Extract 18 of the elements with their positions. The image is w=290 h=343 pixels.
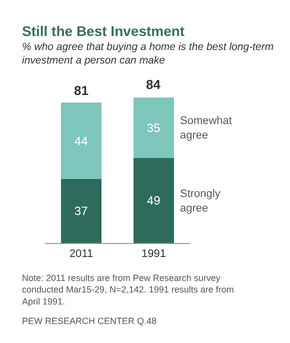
text: Note: 2011 results are from Pew Research survey conducted Mar15-29, N=2,142. 1991 results are from April 1991. bbox=[22, 273, 234, 306]
chart-title: Still the Best Investment bbox=[22, 23, 185, 39]
bar bbox=[60, 102, 102, 179]
data-label: 35 bbox=[146, 120, 161, 135]
series-label: Strongly agree bbox=[180, 188, 221, 214]
bar bbox=[133, 97, 174, 158]
data-label: 37 bbox=[74, 204, 88, 218]
chart-subtitle: % who agree that buying a home is the best long-term investment a person can make bbox=[22, 41, 274, 67]
x-tick-label: 2011 bbox=[69, 248, 94, 260]
data-label: 44 bbox=[74, 134, 88, 148]
data-label: 49 bbox=[146, 194, 161, 208]
bar bbox=[133, 158, 174, 243]
x-tick-label: 1991 bbox=[142, 248, 166, 260]
total-label: 84 bbox=[146, 77, 162, 92]
total-label: 81 bbox=[74, 83, 88, 98]
bar bbox=[60, 178, 102, 243]
series-label: Somewhat agree bbox=[180, 115, 232, 142]
text: PEW RESEARCH CENTER Q.48 bbox=[22, 316, 157, 326]
